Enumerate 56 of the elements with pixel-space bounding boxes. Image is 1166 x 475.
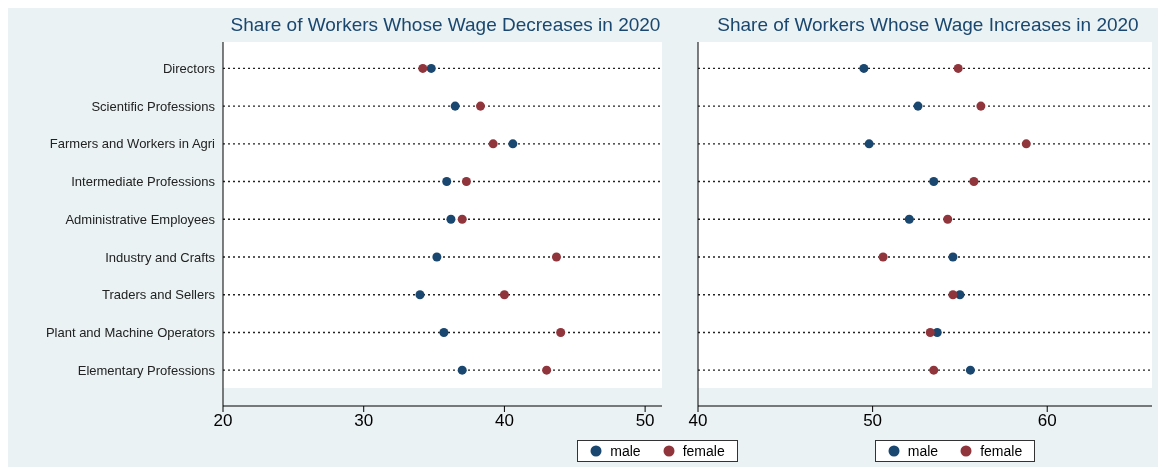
y-tick-label: Scientific Professions (91, 98, 216, 114)
point (859, 63, 869, 73)
point (475, 101, 485, 111)
x-tick-label: 40 (494, 411, 514, 431)
x-tick-label: 50 (863, 411, 883, 431)
chart-title: Share of Workers Whose Wage Increases in 2020 (716, 13, 1140, 37)
y-tick-label: Farmers and Workers in Agri (49, 136, 216, 152)
point (457, 214, 467, 224)
x-tick-label: 40 (688, 411, 708, 431)
point (969, 177, 979, 187)
point (551, 252, 561, 262)
point (439, 327, 449, 337)
point (415, 290, 425, 300)
x-tick-label: 50 (635, 411, 655, 431)
point (925, 327, 935, 337)
x-tick-label: 20 (213, 411, 233, 431)
point (556, 327, 566, 337)
point (953, 63, 963, 73)
point (929, 177, 939, 187)
y-tick-label: Intermediate Professions (71, 174, 216, 190)
y-tick-label: Administrative Employees (65, 211, 216, 227)
point (929, 365, 939, 375)
point (976, 101, 986, 111)
x-tick-label: 60 (1037, 411, 1057, 431)
y-tick-label: Elementary Professions (77, 362, 216, 378)
point (864, 139, 874, 149)
point (1021, 139, 1031, 149)
point (943, 214, 953, 224)
y-tick-label: Directors (162, 61, 216, 77)
point (488, 139, 498, 149)
point (913, 101, 923, 111)
point (542, 365, 552, 375)
point (499, 290, 509, 300)
point (442, 177, 452, 187)
y-tick-label: Plant and Machine Operators (45, 325, 216, 341)
legend-label: male (609, 443, 641, 459)
legend-label: male (906, 443, 939, 459)
point (878, 252, 888, 262)
chart-title: Share of Workers Whose Wage Decreases in 2020 (229, 13, 662, 37)
point (426, 63, 436, 73)
point (457, 365, 467, 375)
legend-label: female (979, 443, 1023, 459)
point (446, 214, 456, 224)
x-tick-label: 30 (354, 411, 374, 431)
point (508, 139, 518, 149)
legend-label: female (681, 443, 725, 459)
point (948, 252, 958, 262)
point (948, 290, 958, 300)
point (418, 63, 428, 73)
point (904, 214, 914, 224)
point (450, 101, 460, 111)
point (432, 252, 442, 262)
point (965, 365, 975, 375)
y-tick-label: Traders and Sellers (102, 287, 216, 303)
point (461, 177, 471, 187)
y-tick-label: Industry and Crafts (105, 249, 216, 265)
